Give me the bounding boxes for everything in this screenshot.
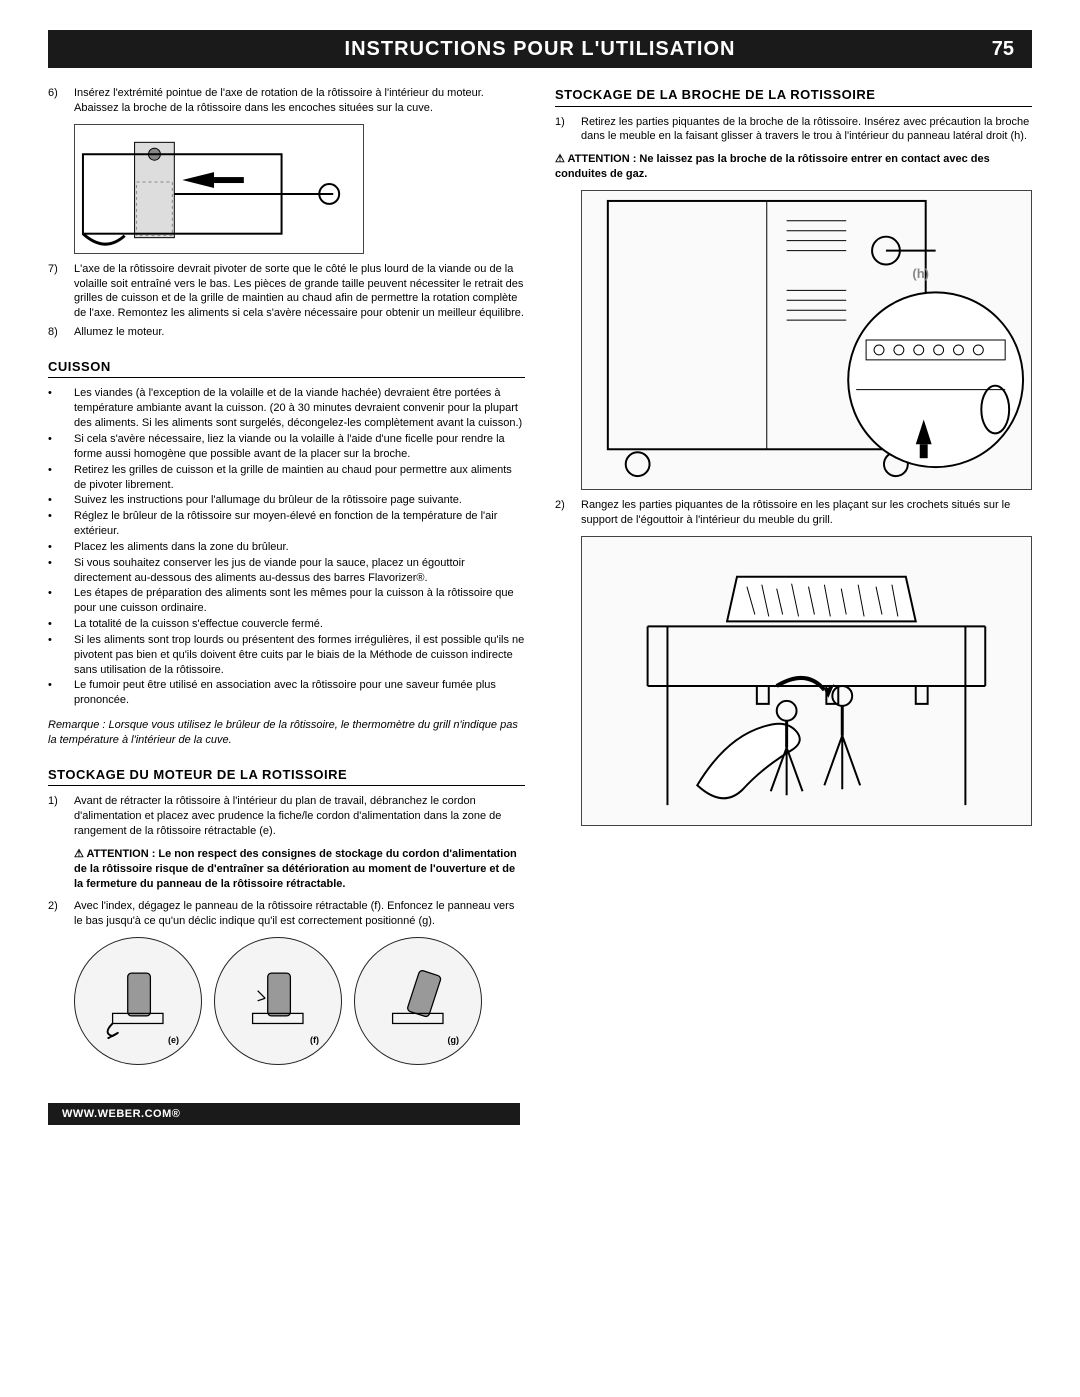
section-heading-storage-motor: STOCKAGE DU MOTEUR DE LA ROTISSOIRE xyxy=(48,766,525,787)
header-bar: INSTRUCTIONS POUR L'UTILISATION 75 xyxy=(48,30,1032,68)
circle-label: (g) xyxy=(448,1034,460,1046)
remark-text: Remarque : Lorsque vous utilisez le brûl… xyxy=(48,718,525,748)
section-heading-storage-spit: STOCKAGE DE LA BROCHE DE LA ROTISSOIRE xyxy=(555,86,1032,107)
list-item: •Si cela s'avère nécessaire, liez la via… xyxy=(48,432,525,462)
figure-motor-insert xyxy=(74,124,364,254)
list-item: •Suivez les instructions pour l'allumage… xyxy=(48,493,525,508)
item-text: L'axe de la rôtissoire devrait pivoter d… xyxy=(74,262,525,321)
list-item: •Retirez les grilles de cuisson et la gr… xyxy=(48,463,525,493)
figure-circles: (e) (f) (g) xyxy=(74,937,525,1065)
list-item: •Les étapes de préparation des aliments … xyxy=(48,586,525,616)
list-item: •La totalité de la cuisson s'effectue co… xyxy=(48,617,525,632)
item-text: Retirez les parties piquantes de la broc… xyxy=(581,115,1032,145)
list-item: 8) Allumez le moteur. xyxy=(48,325,525,340)
left-column: 6) Insérez l'extrémité pointue de l'axe … xyxy=(48,86,525,1073)
item-number: 1) xyxy=(555,115,581,145)
list-item: 7) L'axe de la rôtissoire devrait pivote… xyxy=(48,262,525,321)
list-item: 6) Insérez l'extrémité pointue de l'axe … xyxy=(48,86,525,116)
footer-bar: WWW.WEBER.COM® xyxy=(48,1103,520,1125)
list-item: 1) Avant de rétracter la rôtissoire à l'… xyxy=(48,794,525,839)
list-item: •Réglez le brûleur de la rôtissoire sur … xyxy=(48,509,525,539)
item-text: Avec l'index, dégagez le panneau de la r… xyxy=(74,899,525,929)
circle-label: (f) xyxy=(310,1034,319,1046)
warning-spit: ⚠ ATTENTION : Ne laissez pas la broche d… xyxy=(555,152,1032,182)
item-text: Allumez le moteur. xyxy=(74,325,525,340)
list-item: •Le fumoir peut être utilisé en associat… xyxy=(48,678,525,708)
figure-circle-g: (g) xyxy=(354,937,482,1065)
item-number: 8) xyxy=(48,325,74,340)
list-item: •Si vous souhaitez conserver les jus de … xyxy=(48,556,525,586)
item-number: 2) xyxy=(48,899,74,929)
list-item: •Placez les aliments dans la zone du brû… xyxy=(48,540,525,555)
section-heading-cuisson: CUISSON xyxy=(48,358,525,379)
item-text: Avant de rétracter la rôtissoire à l'int… xyxy=(74,794,525,839)
figure-circle-f: (f) xyxy=(214,937,342,1065)
warning-motor: ⚠ ATTENTION : Le non respect des consign… xyxy=(74,847,525,892)
footer-url: WWW.WEBER.COM® xyxy=(62,1107,180,1122)
content-columns: 6) Insérez l'extrémité pointue de l'axe … xyxy=(48,86,1032,1073)
list-item: 1) Retirez les parties piquantes de la b… xyxy=(555,115,1032,145)
list-item: •Les viandes (à l'exception de la volail… xyxy=(48,386,525,431)
item-number: 2) xyxy=(555,498,581,528)
figure-circle-e: (e) xyxy=(74,937,202,1065)
item-number: 1) xyxy=(48,794,74,839)
item-text: Insérez l'extrémité pointue de l'axe de … xyxy=(74,86,525,116)
right-column: STOCKAGE DE LA BROCHE DE LA ROTISSOIRE 1… xyxy=(555,86,1032,1073)
list-item: •Si les aliments sont trop lourds ou pré… xyxy=(48,633,525,678)
list-item: 2) Rangez les parties piquantes de la rô… xyxy=(555,498,1032,528)
page-number: 75 xyxy=(992,36,1014,63)
circle-label: (e) xyxy=(168,1034,179,1046)
figure-grill-cabinet: (h) xyxy=(581,190,1032,490)
figure-fork-storage xyxy=(581,536,1032,826)
cuisson-list: •Les viandes (à l'exception de la volail… xyxy=(48,386,525,708)
item-number: 7) xyxy=(48,262,74,321)
item-text: Rangez les parties piquantes de la rôtis… xyxy=(581,498,1032,528)
page-title: INSTRUCTIONS POUR L'UTILISATION xyxy=(345,36,736,63)
list-item: 2) Avec l'index, dégagez le panneau de l… xyxy=(48,899,525,929)
figure-label-h: (h) xyxy=(912,265,929,283)
item-number: 6) xyxy=(48,86,74,116)
